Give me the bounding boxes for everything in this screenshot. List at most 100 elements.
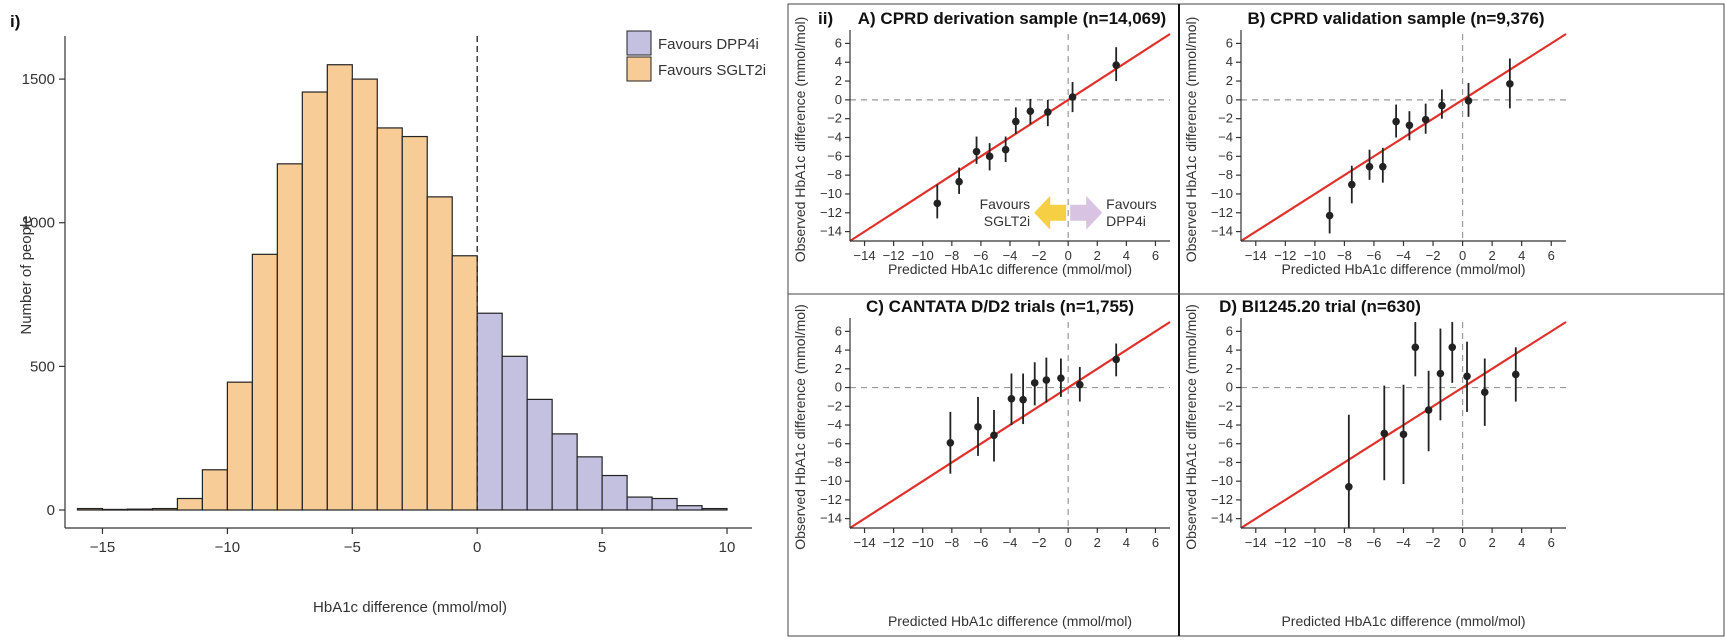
panel-a-x-tick-label: −6: [973, 248, 988, 263]
histogram-bar-7: [251, 253, 278, 511]
panel-a-x-tick-label: 2: [1094, 248, 1101, 263]
panel-c-point-7: [1057, 374, 1065, 382]
panel-c-x-tick-label: 0: [1065, 535, 1072, 550]
panel-c-identity-line: [849, 321, 1171, 529]
histogram-bar-5: [201, 469, 228, 511]
panel-d-x-tick-label: −8: [1337, 535, 1352, 550]
panel-b-y-tick-label: 0: [1226, 92, 1233, 107]
histogram-bar-3: [151, 507, 179, 511]
histogram-bar-25: [701, 507, 728, 511]
panel-d-y-tick-label: 6: [1226, 323, 1233, 338]
histogram-bar-19: [551, 433, 578, 511]
panel-a-x-axis-title: Predicted HbA1c difference (mmol/mol): [888, 261, 1132, 277]
panel-c-point-6: [1042, 376, 1051, 384]
panel-b-x-tick-label: −12: [1274, 248, 1296, 263]
panel-b-point-7: [1438, 101, 1446, 110]
panel-c-point-8: [1076, 380, 1084, 389]
panel-c-point-9: [1112, 355, 1120, 364]
panel-b-y-tick-label: −10: [1211, 186, 1233, 201]
panel-c-y-axis-title: Observed HbA1c difference (mmol/mol): [792, 304, 808, 550]
panel-c-x-tick-label: 2: [1094, 535, 1101, 550]
panel-a-y-tick-label: −14: [820, 224, 842, 239]
panel-c-y-tick-label: 6: [835, 323, 842, 338]
panel-d-bi1245-trial: D) BI1245.20 trial (n=630) −14−14−12−12−…: [1183, 297, 1567, 629]
panel-b-x-tick-label: 0: [1459, 248, 1466, 263]
histogram-y-tick-label: 1000: [22, 215, 55, 232]
panel-c-x-tick-label: −4: [1003, 535, 1018, 550]
panel-d-x-tick-label: −14: [1245, 535, 1267, 550]
panel-b-point-8: [1464, 97, 1473, 105]
panel-a-y-tick-label: 2: [835, 73, 842, 88]
panel-d-point-8: [1480, 388, 1489, 397]
panel-c-y-tick-label: −4: [827, 417, 842, 432]
legend-label-dpp4i: Favours DPP4i: [658, 36, 759, 53]
panel-label-i: i): [10, 12, 20, 31]
panel-c-x-tick-label: −8: [944, 535, 959, 550]
panel-a-point-6: [1026, 107, 1035, 115]
panel-c-x-tick-label: −10: [912, 535, 934, 550]
panel-c-point-1: [974, 423, 982, 431]
panel-a-y-tick-label: −4: [827, 130, 842, 145]
panel-d-point-9: [1511, 370, 1520, 379]
panel-d-title: D) BI1245.20 trial (n=630): [1219, 297, 1421, 316]
histogram-bar-8: [276, 163, 303, 511]
panel-c-point-2: [990, 431, 998, 440]
panel-d-point-6: [1448, 343, 1457, 352]
panel-d-x-tick-label: 6: [1548, 535, 1555, 550]
histogram-bar-10: [326, 64, 353, 511]
panel-a-y-tick-label: −6: [827, 148, 842, 163]
histogram-bar-0: [76, 507, 104, 511]
histogram-bar-23: [651, 497, 678, 511]
panel-d-y-tick-label: −2: [1218, 398, 1233, 413]
panel-c-x-tick-label: −6: [973, 535, 988, 550]
panel-c-point-3: [1007, 394, 1016, 403]
panel-a-x-tick-label: 6: [1152, 248, 1159, 263]
histogram-bar-12: [376, 127, 403, 511]
histogram-bar-18: [526, 398, 553, 511]
panel-b-y-tick-label: −4: [1218, 130, 1233, 145]
panel-d-x-tick-label: 2: [1489, 535, 1496, 550]
panel-b-y-tick-label: 6: [1226, 35, 1233, 50]
histogram-x-tick-label: 10: [719, 539, 736, 556]
panel-d-point-3: [1411, 343, 1420, 352]
panel-d-point-4: [1424, 406, 1433, 414]
panel-a-point-5: [1012, 117, 1020, 126]
panel-b-point-1: [1347, 180, 1356, 189]
panel-a-point-0: [933, 199, 942, 208]
panel-b-x-tick-label: 4: [1518, 248, 1525, 263]
panel-b-x-tick-label: −14: [1245, 248, 1267, 263]
histogram-bar-24: [676, 505, 703, 511]
panel-c-y-tick-label: −6: [827, 436, 842, 451]
panel-d-y-tick-label: −14: [1211, 511, 1233, 526]
panel-b-x-tick-label: −8: [1337, 248, 1352, 263]
panel-b-point-5: [1405, 121, 1414, 130]
panel-c-y-tick-label: −10: [820, 473, 842, 488]
panel-d-y-tick-label: 0: [1226, 380, 1233, 395]
panel-a-point-7: [1044, 108, 1052, 116]
panel-c-y-tick-label: −8: [827, 454, 842, 469]
panel-c-y-tick-label: 2: [835, 361, 842, 376]
panel-b-y-tick-label: 4: [1226, 54, 1233, 69]
histogram-bar-16: [476, 312, 503, 511]
histogram-panel: i) 0 500 1000 1500 −15 −10 −5 0 5 10 HbA1c differ…: [10, 12, 766, 616]
panel-d-point-1: [1380, 429, 1389, 438]
panel-a-cprd-derivation: A) CPRD derivation sample (n=14,069) −14…: [792, 9, 1171, 277]
panel-b-point-3: [1379, 162, 1387, 171]
panel-c-x-tick-label: −2: [1032, 535, 1047, 550]
panel-a-x-tick-label: 4: [1123, 248, 1130, 263]
panel-a-x-tick-label: −8: [944, 248, 959, 263]
panel-a-title: A) CPRD derivation sample (n=14,069): [858, 9, 1166, 28]
panel-b-identity-line: [1240, 33, 1567, 242]
histogram-bar-11: [351, 78, 378, 511]
favours-dpp4i-label: DPP4i: [1106, 213, 1146, 229]
panel-b-y-tick-label: −12: [1211, 205, 1233, 220]
panel-b-y-axis-title: Observed HbA1c difference (mmol/mol): [1183, 17, 1199, 263]
panel-d-y-tick-label: −8: [1218, 454, 1233, 469]
histogram-bar-1: [101, 508, 129, 511]
panel-d-y-axis-title: Observed HbA1c difference (mmol/mol): [1183, 304, 1199, 550]
panel-c-x-tick-label: −14: [854, 535, 876, 550]
histogram-bar-17: [501, 355, 528, 511]
panel-b-x-tick-label: 2: [1489, 248, 1496, 263]
panel-a-y-tick-label: 4: [835, 54, 842, 69]
